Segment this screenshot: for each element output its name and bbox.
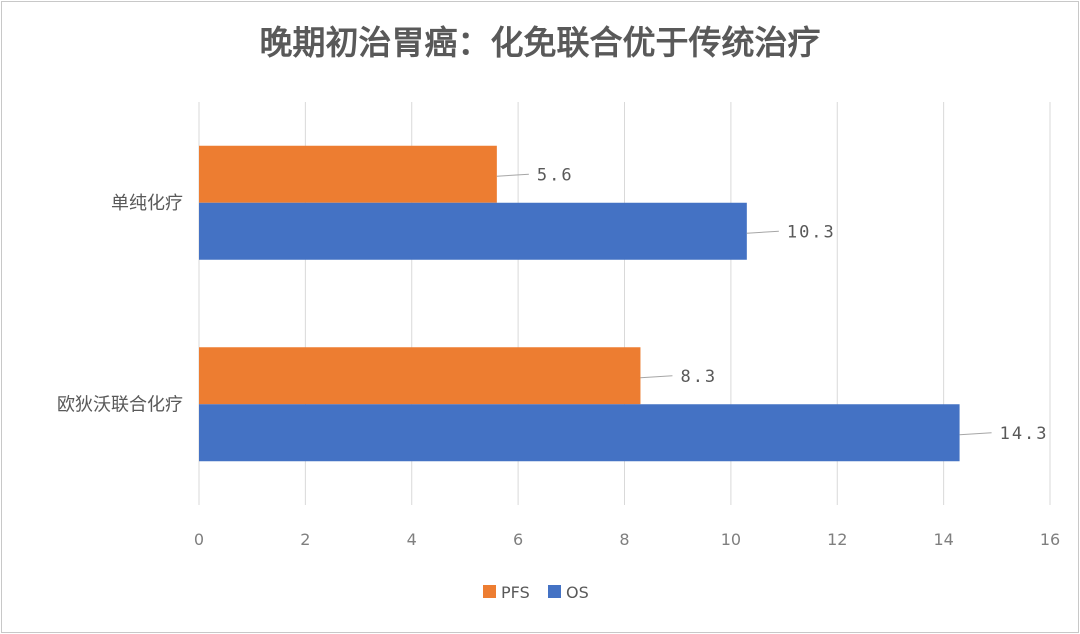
x-tick-label-2: 2 [300, 530, 310, 549]
bar-os-0 [199, 202, 747, 260]
bar-pfs-1 [199, 347, 641, 405]
legend-swatch-os [548, 585, 561, 598]
x-tick-label-4: 4 [407, 530, 417, 549]
bar-os-1 [199, 404, 960, 462]
leader-line [746, 230, 779, 234]
legend-label-pfs: PFS [501, 583, 530, 602]
data-label-pfs-1: 8.3 [680, 367, 717, 387]
x-tick-label-8: 8 [619, 530, 629, 549]
data-label-os-0: 10.3 [787, 222, 836, 242]
x-tick-label-16: 16 [1040, 530, 1060, 549]
x-tick-label-0: 0 [194, 530, 204, 549]
leader-line [959, 432, 992, 436]
chart-title: 晚期初治胃癌：化免联合优于传统治疗 [260, 23, 821, 62]
leader-line [640, 375, 673, 379]
x-tick-label-14: 14 [933, 530, 953, 549]
data-label-pfs-0: 5.6 [537, 165, 574, 185]
legend: PFS OS [483, 583, 589, 602]
x-tick-label-10: 10 [721, 530, 741, 549]
bar-pfs-0 [199, 145, 497, 203]
leader-line [496, 173, 529, 177]
x-tick-label-6: 6 [513, 530, 523, 549]
legend-label-os: OS [566, 583, 589, 602]
bars [199, 145, 960, 462]
x-tick-label-12: 12 [827, 530, 847, 549]
category-label-0: 单纯化疗 [111, 193, 183, 214]
data-label-os-1: 14.3 [1000, 424, 1049, 444]
x-axis-ticks: 0 2 4 6 8 10 12 14 16 [194, 530, 1060, 549]
legend-swatch-pfs [483, 585, 496, 598]
data-labels: 5.6 10.3 8.3 14.3 [496, 165, 1049, 444]
category-label-1: 欧狄沃联合化疗 [57, 394, 183, 415]
